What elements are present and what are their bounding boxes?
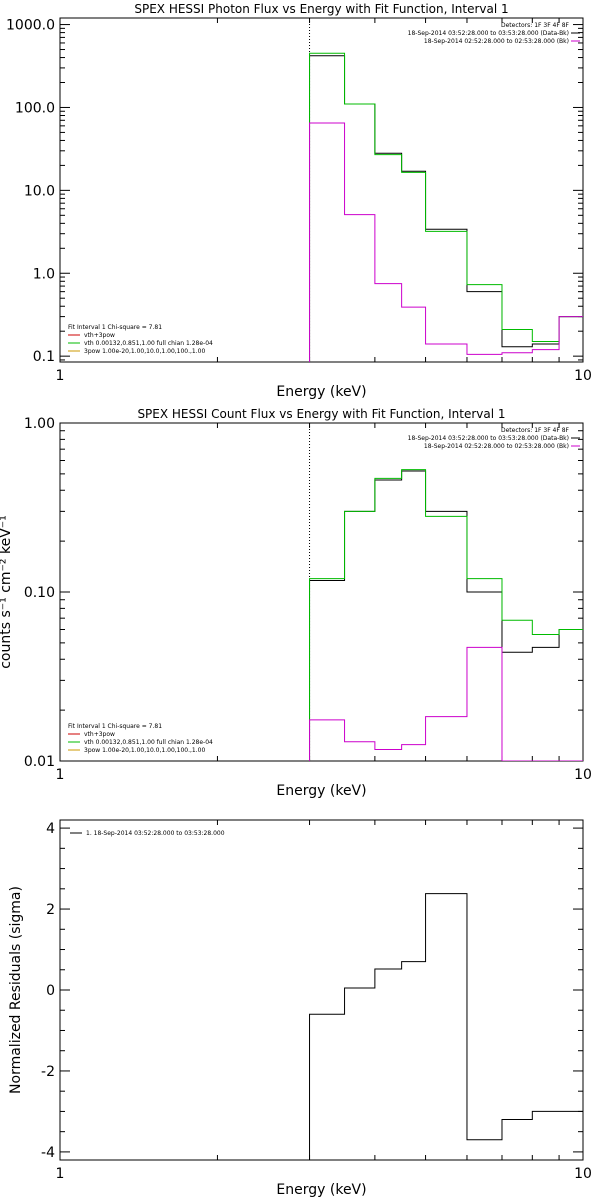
series-18-sep-2014-03-52-28-000-to-03-53-28-000-data-bk-: [309, 55, 583, 362]
legend-info-text: 18-Sep-2014 02:52:28.000 to 02:53:28.000…: [424, 38, 569, 45]
y-tick-label: 1.0: [33, 266, 55, 282]
panel-3: 1 10 Energy (keV) -4 -2 0 2 4 Normalized Residua…: [8, 819, 592, 1198]
legend-info-text: Detectors: 1F 3F 4F 8F: [501, 427, 570, 434]
x-tick-label: 1: [56, 368, 65, 384]
panel-2: SPEX HESSI Count Flux vs Energy with Fit…: [0, 407, 592, 799]
y-tick-label: 0: [46, 983, 55, 999]
y-tick-label: 1000.0: [6, 18, 55, 34]
x-axis-label: Energy (keV): [276, 384, 366, 400]
fit-legend-text: Fit Interval 1 Chi-square = 7.81: [68, 324, 162, 331]
plot-frame: [59, 422, 584, 762]
legend-info-text: 18-Sep-2014 03:52:28.000 to 03:53:28.000…: [408, 435, 569, 442]
series-18-sep-2014-02-52-28-000-to-02-53-28-000-bk-: [309, 646, 583, 761]
y-tick-label: -4: [41, 1145, 55, 1161]
y-tick-label: 0.10: [24, 585, 55, 601]
fit-legend-text: 3pow 1.00e-20,1.00,10.0,1.00,100.,1.00: [84, 348, 205, 355]
legend-info-text: 18-Sep-2014 03:52:28.000 to 03:53:28.000…: [408, 30, 569, 37]
y-tick-label: 2: [46, 902, 55, 918]
plot-frame: [59, 17, 584, 363]
fit-legend-text: Fit Interval 1 Chi-square = 7.81: [68, 723, 162, 730]
series-18-sep-2014-02-52-28-000-to-02-53-28-000-bk-: [309, 122, 583, 362]
chart-title: SPEX HESSI Count Flux vs Energy with Fit…: [137, 407, 505, 421]
series-vth-3pow: [309, 52, 583, 362]
x-tick-label: 1: [56, 1166, 65, 1182]
y-axis-label: counts s⁻¹ cm⁻² keV⁻¹: [0, 515, 14, 669]
panel-1: SPEX HESSI Photon Flux vs Energy with Fi…: [6, 2, 592, 400]
x-tick-label: 10: [574, 368, 592, 384]
y-axis-label: Normalized Residuals (sigma): [8, 886, 24, 1094]
series-vth-3pow: [309, 469, 583, 761]
series-18-sep-2014-03-52-28-000-to-03-53-28-000-data-bk-: [309, 470, 583, 761]
series-1-18-sep-2014-03-52-28-000-to-03-53-28-000: [309, 893, 583, 1160]
x-tick-label: 10: [574, 1166, 592, 1182]
chart-title: SPEX HESSI Photon Flux vs Energy with Fi…: [134, 2, 508, 16]
x-axis-label: Energy (keV): [276, 783, 366, 799]
fit-legend-text: vth+3pow: [84, 731, 115, 738]
legend-info-text: Detectors: 1F 3F 4F 8F: [501, 22, 570, 29]
legend-text: 1. 18-Sep-2014 03:52:28.000 to 03:53:28.…: [86, 830, 225, 837]
x-tick-label: 1: [56, 767, 65, 783]
y-tick-label: 0.01: [24, 754, 55, 770]
y-tick-label: 100.0: [15, 100, 55, 116]
fit-legend-text: 3pow 1.00e-20,1.00,10.0,1.00,100.,1.00: [84, 747, 205, 754]
y-tick-label: 0.1: [33, 349, 55, 365]
x-tick-label: 10: [574, 767, 592, 783]
y-tick-label: 1.00: [24, 416, 55, 432]
fit-legend-text: vth 0.00132,0.851,1.00 full chian 1.28e-…: [84, 340, 213, 347]
x-axis-label: Energy (keV): [276, 1182, 366, 1198]
fit-legend-text: vth+3pow: [84, 332, 115, 339]
legend-info-text: 18-Sep-2014 02:52:28.000 to 02:53:28.000…: [424, 443, 569, 450]
fit-legend-text: vth 0.00132,0.851,1.00 full chian 1.28e-…: [84, 739, 213, 746]
y-tick-label: -2: [41, 1064, 55, 1080]
plot-frame: [59, 819, 584, 1161]
y-tick-label: 4: [46, 821, 55, 837]
y-tick-label: 10.0: [24, 183, 55, 199]
